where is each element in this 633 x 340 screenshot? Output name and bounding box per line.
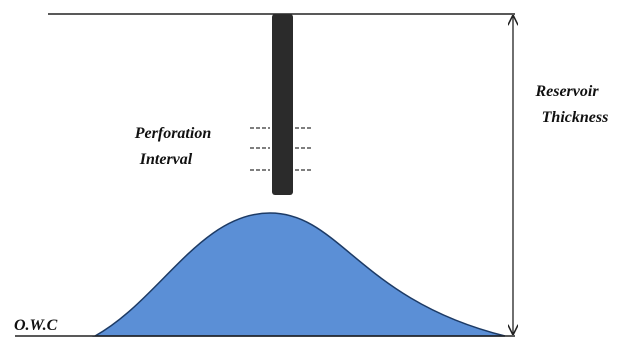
thickness-label: Reservoir: [534, 83, 599, 100]
perforation-label: Interval: [139, 151, 193, 168]
owc-label: O.W.C: [14, 317, 58, 334]
diagram: Perforation Interval Reservoir Thickness…: [0, 0, 633, 340]
perforation-label: Perforation: [134, 125, 212, 142]
well: [272, 14, 293, 195]
water-cone: [95, 213, 505, 336]
thickness-label: Thickness: [542, 109, 609, 126]
